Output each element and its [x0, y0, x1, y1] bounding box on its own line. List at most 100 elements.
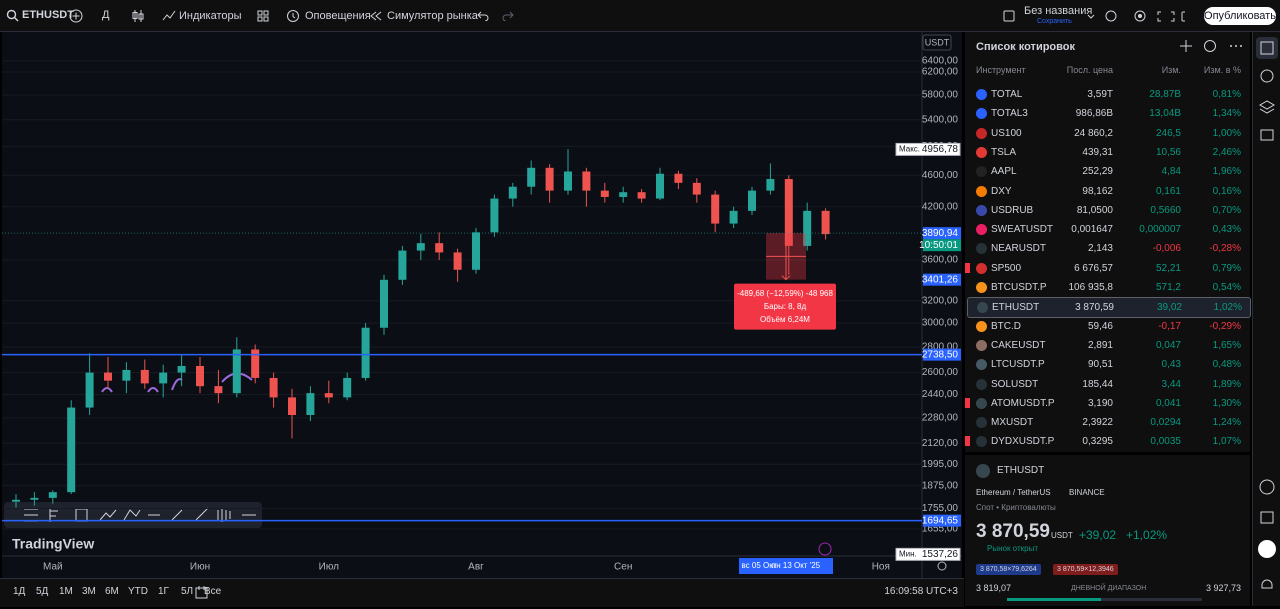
- watchlist-row[interactable]: ATOMUSDT.P 3,190 0,041 1,30%: [965, 394, 1249, 413]
- detail-symbol[interactable]: ETHUSDT: [997, 465, 1045, 476]
- low-marker-name: Мин.: [899, 549, 917, 558]
- goto-date[interactable]: [195, 585, 209, 599]
- range-button[interactable]: YTD: [128, 586, 148, 597]
- range-low: 3 819,07: [976, 583, 1012, 593]
- detail-currency: USDT: [1051, 531, 1073, 540]
- range-button[interactable]: 1М: [59, 586, 73, 597]
- indicators-button[interactable]: Индикаторы: [179, 10, 242, 22]
- change-percent: 1,02%: [1213, 302, 1242, 314]
- candle-body: [637, 192, 646, 199]
- change-percent: 0,79%: [1212, 262, 1241, 274]
- chart-type[interactable]: [131, 9, 145, 23]
- candle-body: [306, 393, 315, 415]
- redo-button[interactable]: [502, 10, 514, 21]
- candle-body: [692, 182, 701, 195]
- templates-icon[interactable]: [257, 10, 269, 22]
- candle-body: [177, 366, 186, 373]
- watchlist-row[interactable]: SWEATUSDT 0,001647 0,000007 0,43%: [967, 220, 1249, 239]
- watchlist-icons[interactable]: [1179, 39, 1243, 53]
- y-tick-label: 3000,00: [922, 318, 959, 329]
- candle-body: [232, 349, 241, 394]
- replay-button[interactable]: Симулятор рынка: [387, 10, 478, 22]
- watchlist-title[interactable]: Список котировок: [976, 41, 1075, 53]
- candle-body: [472, 232, 480, 270]
- events-icon[interactable]: [818, 542, 832, 556]
- price-line-label: 2738,50: [922, 349, 959, 360]
- y-tick-label: 4600,00: [922, 170, 959, 181]
- watchlist-row[interactable]: TOTAL3 986,86B 13,04B 1,34%: [967, 104, 1249, 123]
- y-tick-label: 4200,00: [922, 201, 959, 212]
- last-price: 24 860,2: [1074, 127, 1113, 139]
- range-button[interactable]: 5Д: [36, 586, 49, 597]
- undo-button[interactable]: [477, 10, 489, 21]
- watchlist-row[interactable]: CAKEUSDT 2,891 0,047 1,65%: [967, 336, 1249, 355]
- symbol-name: TOTAL: [991, 89, 1023, 100]
- layout-name[interactable]: Без названия: [1024, 5, 1093, 17]
- change: 0,047: [1155, 339, 1181, 351]
- change: 28,87B: [1149, 89, 1181, 100]
- watchlist-row[interactable]: AAPL 252,29 4,84 1,96%: [967, 162, 1249, 181]
- range-button[interactable]: 6М: [105, 586, 119, 597]
- candle-body: [729, 210, 738, 224]
- range-button[interactable]: Все: [204, 586, 222, 597]
- candle-body: [453, 252, 462, 270]
- watchlist-row[interactable]: ETHUSDT 3 870,59 39,02 1,02%: [967, 297, 1251, 319]
- drawing-arcs[interactable]: [101, 372, 253, 393]
- alerts-icon[interactable]: [286, 9, 300, 23]
- indicators-icon[interactable]: [162, 10, 176, 22]
- publish-button[interactable]: Опубликовать: [1204, 7, 1276, 25]
- detail-change: +39,02: [1079, 528, 1117, 542]
- price-line-label: 1694,65: [922, 515, 959, 526]
- watchlist-row[interactable]: BTC.D 59,46 -0,17 -0,29%: [967, 317, 1249, 336]
- symbol-name: DXY: [991, 185, 1012, 197]
- compare-button[interactable]: [69, 9, 83, 23]
- settings-icon[interactable]: [937, 561, 947, 571]
- layout-icon[interactable]: [1003, 10, 1015, 22]
- watchlist-row[interactable]: TSLA 439,31 10,56 2,46%: [967, 143, 1249, 162]
- last-price: 90,51: [1087, 359, 1113, 371]
- candle-body: [398, 250, 407, 280]
- top-toolbar: ETHUSDT Д Индикаторы Оповещения Симулято…: [0, 0, 1280, 32]
- change-percent: 0,48%: [1212, 359, 1241, 371]
- symbol[interactable]: ETHUSDT: [22, 9, 74, 21]
- watchlist-row[interactable]: TOTAL 3,59T 28,87B 0,81%: [967, 85, 1249, 104]
- watchlist-row[interactable]: DXY 98,162 0,161 0,16%: [967, 182, 1249, 201]
- watchlist-row[interactable]: SOLUSDT 185,44 3,44 1,89%: [967, 375, 1249, 394]
- alerts-button[interactable]: Оповещения: [305, 10, 371, 22]
- drawing-toolbar: [4, 502, 262, 528]
- watchlist-row[interactable]: BTCUSDT.P 106 935,8 571,2 0,54%: [967, 278, 1249, 297]
- replay-icon[interactable]: [370, 11, 382, 21]
- change: 0,5660: [1150, 204, 1181, 216]
- change-percent: 0,81%: [1212, 89, 1241, 100]
- range-button[interactable]: 1Д: [13, 586, 26, 597]
- watchlist-row[interactable]: NEARUSDT 2,143 -0,006 -0,28%: [967, 239, 1249, 258]
- candle-body: [564, 171, 572, 191]
- candle-body: [711, 194, 720, 224]
- watchlist-row[interactable]: US100 24 860,2 246,5 1,00%: [967, 124, 1249, 143]
- watchlist-row[interactable]: USDRUB 81,0500 0,5660 0,70%: [967, 201, 1249, 220]
- bid: 3 870,58×79,6264: [976, 564, 1041, 575]
- change-percent: 0,43%: [1212, 224, 1241, 236]
- watchlist-row[interactable]: LTCUSDT.P 90,51 0,43 0,48%: [967, 355, 1249, 374]
- symbol-name: USDRUB: [991, 204, 1034, 216]
- watchlist-row[interactable]: SP500 6 676,57 52,21 0,79%: [965, 259, 1249, 278]
- market-status: Рынок открыт: [987, 544, 1038, 553]
- candle-body: [674, 173, 683, 183]
- candle-body: [140, 369, 149, 384]
- y-tick-label: 5400,00: [922, 114, 959, 125]
- sidebar-icons[interactable]: [1253, 32, 1280, 606]
- toolbar-icons[interactable]: [1085, 10, 1185, 24]
- range-button[interactable]: 1Г: [158, 586, 169, 597]
- search-icon[interactable]: [6, 9, 19, 22]
- y-tick-label: 6400,00: [922, 56, 959, 67]
- watchlist-row[interactable]: MXUSDT 2,3922 0,0294 1,24%: [967, 413, 1249, 432]
- range-button[interactable]: 5Л: [181, 586, 194, 597]
- y-tick-label: 1755,00: [922, 503, 959, 514]
- watchlist-row[interactable]: DYDXUSDT.P 0,3295 0,0035 1,07%: [965, 432, 1249, 451]
- range-button[interactable]: 3М: [82, 586, 96, 597]
- interval[interactable]: Д: [102, 9, 110, 21]
- candle-body: [656, 173, 664, 199]
- currency-box[interactable]: [922, 34, 952, 51]
- change-percent: 1,30%: [1212, 397, 1241, 409]
- flag: [965, 397, 970, 408]
